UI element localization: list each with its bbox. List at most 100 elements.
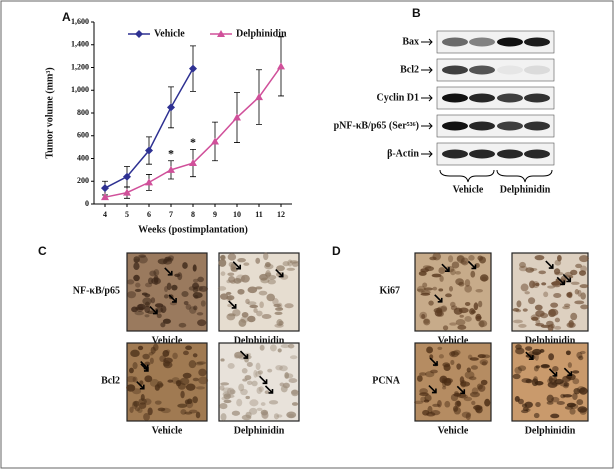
cell <box>266 293 275 302</box>
blot-band <box>524 65 550 75</box>
cell <box>479 256 486 264</box>
cell <box>451 261 460 269</box>
panel-label: A <box>62 10 71 24</box>
cell <box>167 379 174 383</box>
cell <box>264 262 271 268</box>
cell <box>464 279 471 287</box>
cell <box>478 300 483 308</box>
column-label: Delphinidin <box>525 425 576 436</box>
cell <box>195 362 204 366</box>
x-axis-label: Weeks (postimplantation) <box>138 224 248 235</box>
cell <box>241 368 248 374</box>
cell <box>200 300 206 307</box>
blot-band <box>469 149 495 159</box>
cell <box>475 313 482 322</box>
cell <box>227 272 235 276</box>
cell <box>450 359 455 366</box>
x-tick-label: 9 <box>213 210 217 219</box>
cell <box>450 268 456 276</box>
cell <box>227 303 233 308</box>
pointer-arrow <box>429 357 438 366</box>
row-label: NF-κB/p65 <box>73 285 120 296</box>
marker <box>167 165 175 173</box>
cell <box>566 402 576 408</box>
micrograph <box>218 342 300 422</box>
cell <box>182 262 188 269</box>
cell <box>126 279 135 285</box>
cell <box>154 400 162 405</box>
cell <box>465 412 471 421</box>
arrow <box>421 150 433 158</box>
pointer-arrow <box>168 294 177 303</box>
arrow <box>421 94 433 102</box>
blot-band <box>524 93 550 103</box>
cell <box>260 409 268 416</box>
cell <box>439 275 444 282</box>
cell <box>192 282 200 290</box>
cell <box>157 258 168 265</box>
cell <box>521 403 528 408</box>
cell <box>257 370 263 375</box>
cell <box>261 313 272 320</box>
cell <box>572 370 580 374</box>
cell <box>232 309 241 317</box>
cell <box>284 372 290 379</box>
cell <box>459 314 464 318</box>
cell <box>579 255 589 263</box>
cell <box>193 295 199 299</box>
cell <box>456 393 467 398</box>
blot-band <box>469 93 495 103</box>
blot-band <box>497 121 523 131</box>
cell <box>245 395 250 400</box>
cell <box>449 322 457 326</box>
cell <box>469 308 476 315</box>
column-label: Vehicle <box>152 335 183 346</box>
cell <box>531 351 541 356</box>
cell <box>453 307 463 315</box>
cell <box>546 394 554 403</box>
cell <box>474 404 481 413</box>
cell <box>177 403 188 408</box>
cell <box>572 378 580 385</box>
cell <box>479 359 489 366</box>
cell <box>464 284 472 293</box>
cell <box>570 312 578 321</box>
cell <box>231 410 241 416</box>
column-label: Vehicle <box>438 335 469 346</box>
cell <box>282 382 290 389</box>
cell <box>138 254 147 258</box>
cell <box>255 370 262 377</box>
marker <box>255 93 263 101</box>
pointer-arrow <box>525 351 534 360</box>
cell <box>548 376 554 383</box>
pointer-arrow <box>239 350 249 359</box>
cell <box>185 303 192 310</box>
x-tick-label: 6 <box>147 210 151 219</box>
cell <box>291 402 299 406</box>
cell <box>246 380 253 385</box>
cell <box>453 407 461 415</box>
cell <box>147 407 153 416</box>
cell <box>551 280 562 288</box>
cell <box>528 297 536 305</box>
cell <box>553 268 561 275</box>
cell <box>240 388 248 396</box>
cell <box>538 270 547 275</box>
brace <box>439 169 495 183</box>
blot-band <box>497 149 523 159</box>
annotation: * <box>190 135 196 149</box>
cell <box>291 389 298 395</box>
cell <box>238 383 245 392</box>
blot-strip <box>436 58 555 82</box>
cell <box>469 391 480 398</box>
cell <box>223 393 231 400</box>
cell <box>267 368 273 373</box>
cell <box>141 292 148 296</box>
cell <box>195 386 205 390</box>
cell <box>240 274 250 283</box>
cell <box>437 346 443 350</box>
blot-label: β-Actin <box>387 148 419 159</box>
cell <box>468 254 475 261</box>
cell <box>193 305 198 311</box>
